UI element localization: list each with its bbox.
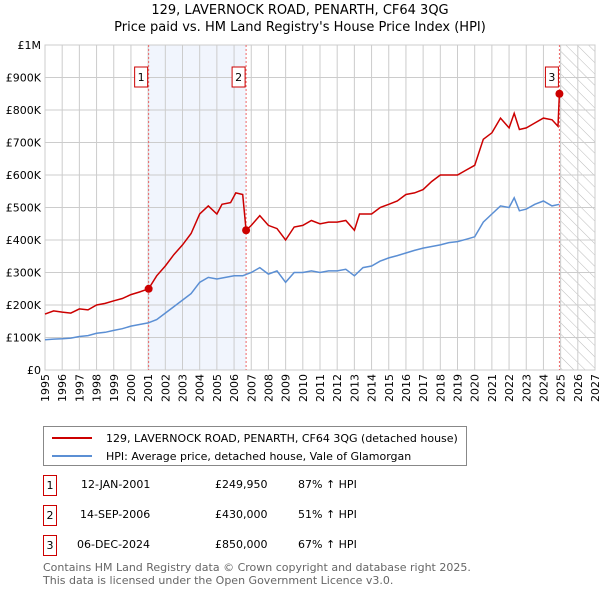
y-tick-label: £900K	[6, 72, 42, 85]
transaction-price: £850,000	[215, 538, 268, 551]
x-tick-label: 2019	[452, 374, 465, 402]
y-tick-label: £1M	[18, 39, 42, 52]
sale-label: 3	[548, 71, 555, 84]
transaction-date: 06-DEC-2024	[77, 538, 151, 551]
price-chart: 1995 1996 1997 1998 1999 2000 2001 2002 2003 2004…	[6, 39, 600, 402]
x-tick-label: 1998	[91, 374, 104, 402]
sale-label-box	[134, 66, 149, 88]
plot-frame	[44, 44, 596, 371]
x-tick-label: 2018	[434, 374, 447, 402]
legend-swatch-property	[52, 437, 92, 439]
legend: 129, LAVERNOCK ROAD, PENARTH, CF64 3QG (…	[43, 426, 467, 466]
x-tick-label: 1995	[39, 374, 52, 402]
x-tick-label: 2021	[486, 374, 499, 402]
footer-licence: This data is licensed under the Open Gov…	[43, 574, 394, 587]
x-tick-label: 2001	[142, 374, 155, 402]
x-tick-label: 2024	[537, 374, 550, 402]
transaction-hpi: 51% ↑ HPI	[298, 508, 357, 521]
transaction-marker: 3	[43, 535, 57, 556]
x-tick-label: 1997	[73, 374, 86, 402]
footer-copyright: Contains HM Land Registry data © Crown c…	[43, 561, 471, 574]
y-tick-label: £600K	[6, 169, 42, 182]
sale-label: 1	[138, 71, 145, 84]
x-tick-label: 2000	[125, 374, 138, 402]
y-tick-label: £300K	[6, 267, 42, 280]
legend-swatch-hpi	[52, 455, 92, 457]
x-tick-label: 2006	[228, 374, 241, 402]
transaction-price: £430,000	[215, 508, 268, 521]
sale-point	[242, 226, 251, 235]
chart-subtitle: Price paid vs. HM Land Registry's House …	[114, 20, 486, 35]
x-tick-label: 2009	[280, 374, 293, 402]
sale-point	[555, 89, 564, 98]
y-tick-label: £200K	[6, 299, 42, 312]
y-tick-label: £800K	[6, 104, 42, 117]
transaction-date: 12-JAN-2001	[81, 478, 151, 491]
x-tick-label: 2013	[348, 374, 361, 402]
legend-label-hpi: HPI: Average price, detached house, Vale…	[106, 449, 412, 463]
x-tick-label: 1999	[108, 374, 121, 402]
x-tick-label: 2011	[314, 374, 327, 402]
transaction-hpi: 67% ↑ HPI	[298, 538, 357, 551]
x-tick-label: 2015	[383, 374, 396, 402]
x-tick-label: 2005	[211, 374, 224, 402]
x-tick-label: 2017	[417, 374, 430, 402]
legend-label-property: 129, LAVERNOCK ROAD, PENARTH, CF64 3QG (…	[106, 431, 458, 445]
x-tick-label: 2020	[469, 374, 482, 402]
transaction-marker: 1	[43, 475, 57, 496]
sale-point	[144, 284, 153, 293]
x-tick-label: 2007	[245, 374, 258, 402]
y-tick-label: £0	[27, 364, 41, 377]
x-tick-label: 2014	[366, 374, 379, 402]
x-tick-label: 1996	[56, 374, 69, 402]
x-tick-label: 2025	[555, 374, 568, 402]
x-tick-label: 2016	[400, 374, 413, 402]
x-tick-label: 2023	[520, 374, 533, 402]
transaction-price: £249,950	[215, 478, 268, 491]
x-tick-label: 2004	[194, 374, 207, 402]
sale-label-box	[231, 66, 246, 88]
x-tick-label: 2022	[503, 374, 516, 402]
x-tick-label: 2008	[262, 374, 275, 402]
x-tick-label: 2002	[159, 374, 172, 402]
x-tick-label: 2012	[331, 374, 344, 402]
transaction-date: 14-SEP-2006	[80, 508, 151, 521]
sale-label: 2	[235, 71, 242, 84]
y-tick-label: £500K	[6, 202, 42, 215]
x-tick-label: 2026	[572, 374, 585, 402]
y-tick-label: £400K	[6, 234, 42, 247]
transaction-marker: 2	[43, 505, 57, 526]
x-tick-label: 2010	[297, 374, 310, 402]
transaction-hpi: 87% ↑ HPI	[298, 478, 357, 491]
sale-label-box	[544, 66, 559, 88]
x-tick-label: 2003	[177, 374, 190, 402]
property-line	[44, 93, 561, 315]
y-tick-label: £700K	[6, 137, 42, 150]
hpi-line	[44, 196, 560, 341]
x-tick-label: 2027	[589, 374, 600, 402]
y-tick-label: £100K	[6, 332, 42, 345]
chart-title: 129, LAVERNOCK ROAD, PENARTH, CF64 3QG	[151, 3, 449, 18]
